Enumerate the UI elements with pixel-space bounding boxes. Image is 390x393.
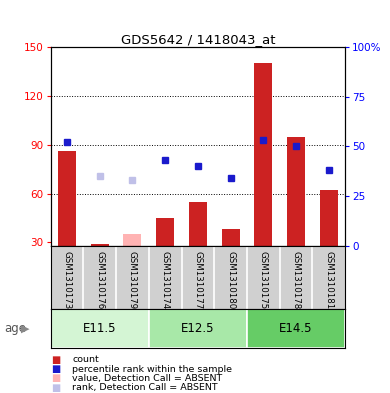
Bar — [149, 309, 247, 348]
Bar — [320, 190, 338, 246]
Bar — [189, 202, 207, 246]
Bar — [58, 151, 76, 246]
Text: value, Detection Call = ABSENT: value, Detection Call = ABSENT — [72, 374, 222, 383]
Text: count: count — [72, 355, 99, 364]
Text: GSM1310177: GSM1310177 — [193, 251, 202, 309]
Bar — [222, 230, 239, 246]
Text: age: age — [4, 321, 26, 335]
Text: E14.5: E14.5 — [279, 321, 313, 335]
Bar — [247, 309, 345, 348]
Text: E12.5: E12.5 — [181, 321, 215, 335]
Text: E11.5: E11.5 — [83, 321, 117, 335]
Text: GSM1310178: GSM1310178 — [292, 251, 301, 309]
Text: ■: ■ — [51, 373, 60, 384]
Bar — [156, 218, 174, 246]
Bar — [287, 137, 305, 246]
Bar — [91, 244, 109, 246]
Text: ▶: ▶ — [21, 323, 30, 333]
Bar — [51, 309, 149, 348]
Bar — [124, 234, 142, 246]
Text: ■: ■ — [51, 383, 60, 393]
Text: GSM1310180: GSM1310180 — [226, 251, 235, 309]
Text: rank, Detection Call = ABSENT: rank, Detection Call = ABSENT — [72, 384, 218, 392]
Text: GSM1310175: GSM1310175 — [259, 251, 268, 309]
Text: ■: ■ — [51, 364, 60, 374]
Text: GSM1310176: GSM1310176 — [95, 251, 104, 309]
Text: GSM1310173: GSM1310173 — [62, 251, 71, 309]
Text: GSM1310179: GSM1310179 — [128, 251, 137, 309]
Text: GSM1310174: GSM1310174 — [161, 251, 170, 309]
Title: GDS5642 / 1418043_at: GDS5642 / 1418043_at — [121, 33, 275, 46]
Bar — [254, 63, 272, 246]
Text: ■: ■ — [51, 354, 60, 365]
Text: GSM1310181: GSM1310181 — [324, 251, 333, 309]
Text: percentile rank within the sample: percentile rank within the sample — [72, 365, 232, 373]
